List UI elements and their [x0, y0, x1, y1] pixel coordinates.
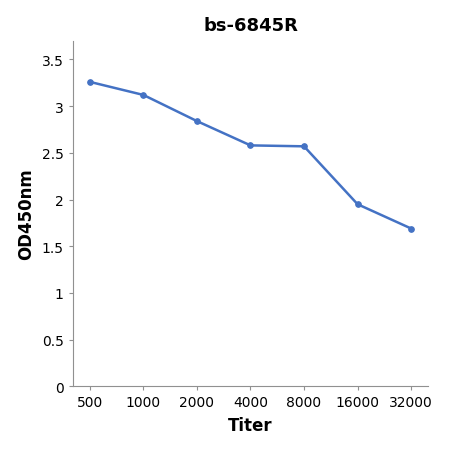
Y-axis label: OD450nm: OD450nm — [17, 168, 35, 260]
X-axis label: Titer: Titer — [228, 416, 273, 434]
Title: bs-6845R: bs-6845R — [203, 17, 298, 35]
